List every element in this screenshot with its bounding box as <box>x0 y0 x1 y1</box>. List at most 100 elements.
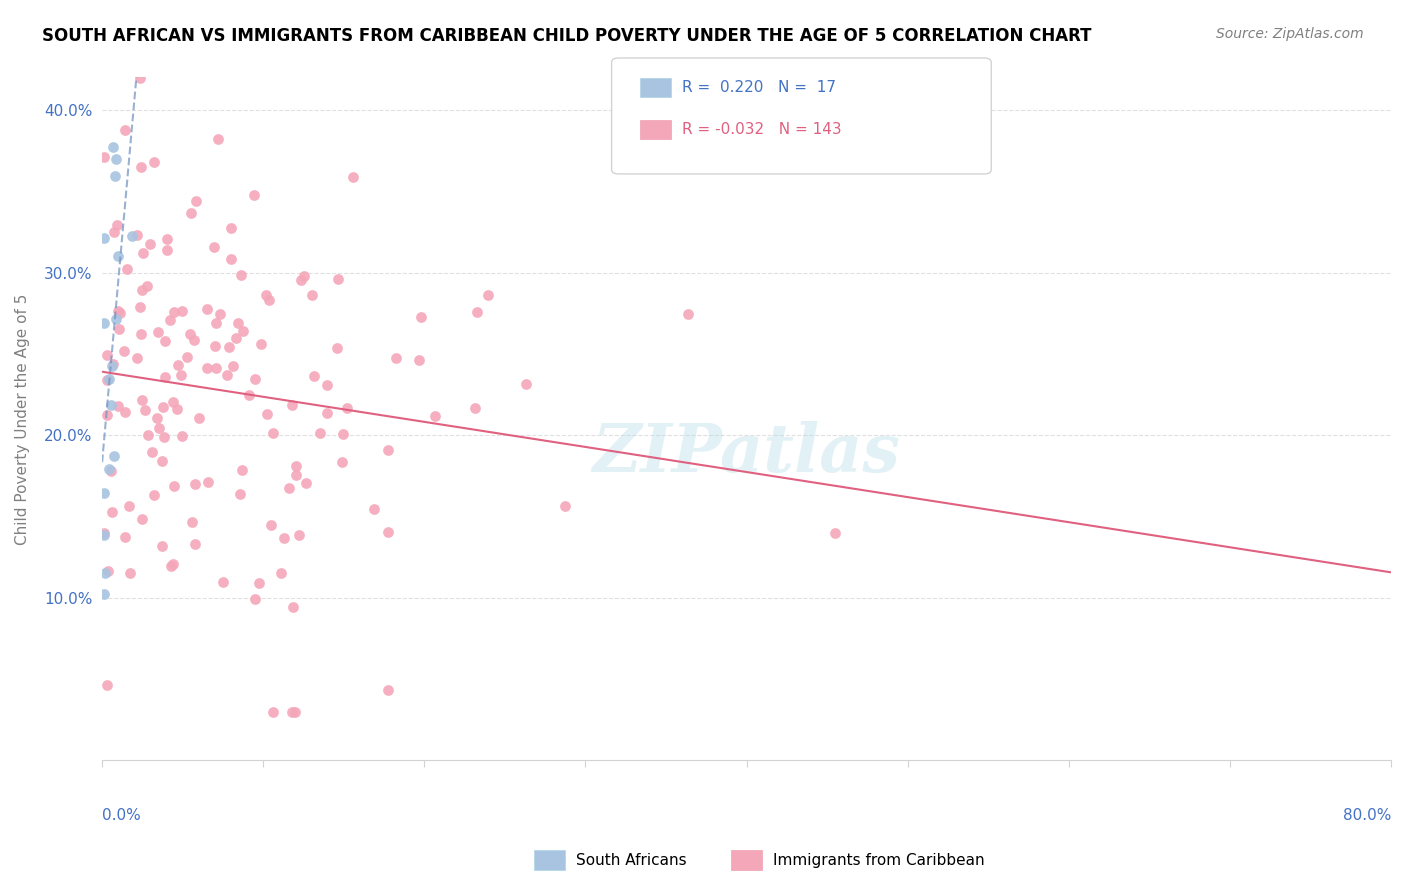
Point <box>179 326 201 341</box>
Point <box>231 463 253 477</box>
Point <box>281 398 304 412</box>
Point <box>202 240 225 254</box>
Text: Immigrants from Caribbean: Immigrants from Caribbean <box>773 854 986 868</box>
Point <box>152 539 174 553</box>
Point <box>411 310 433 324</box>
Point <box>110 306 132 320</box>
Point <box>107 399 129 413</box>
Point <box>145 410 167 425</box>
Point <box>114 123 136 137</box>
Point <box>127 351 149 365</box>
Point <box>247 575 270 590</box>
Point <box>97 461 120 475</box>
Point <box>363 502 385 516</box>
Point <box>152 400 174 414</box>
Point <box>142 488 165 502</box>
Point <box>330 455 353 469</box>
Point <box>336 401 359 415</box>
Point <box>270 566 292 581</box>
Point <box>377 442 399 457</box>
Text: 80.0%: 80.0% <box>1343 808 1391 823</box>
Point <box>170 429 193 443</box>
Point <box>162 305 184 319</box>
Point <box>232 324 254 338</box>
Point <box>162 557 184 571</box>
Point <box>96 678 118 692</box>
Point <box>183 333 205 347</box>
Point <box>326 272 349 286</box>
Point <box>221 359 243 373</box>
Point <box>170 368 193 382</box>
Point <box>134 403 156 417</box>
Point <box>153 369 176 384</box>
Point <box>101 359 124 373</box>
Text: 0.0%: 0.0% <box>103 808 141 823</box>
Point <box>290 273 312 287</box>
Point <box>141 445 163 459</box>
Point <box>180 516 202 530</box>
Point <box>107 321 129 335</box>
Point <box>208 307 231 321</box>
Point <box>93 526 115 541</box>
Point <box>464 401 486 415</box>
Point <box>131 511 153 525</box>
Point <box>114 404 136 418</box>
Point <box>342 170 364 185</box>
Point <box>131 283 153 297</box>
Text: SOUTH AFRICAN VS IMMIGRANTS FROM CARIBBEAN CHILD POVERTY UNDER THE AGE OF 5 CORR: SOUTH AFRICAN VS IMMIGRANTS FROM CARIBBE… <box>42 27 1091 45</box>
Point <box>477 288 499 302</box>
Point <box>229 486 252 500</box>
Point <box>254 288 277 302</box>
Point <box>96 348 118 362</box>
Point <box>103 449 125 463</box>
Point <box>152 430 174 444</box>
Point <box>96 408 118 422</box>
Point <box>465 304 488 318</box>
Text: South Africans: South Africans <box>576 854 688 868</box>
Point <box>280 705 302 719</box>
Point <box>114 530 136 544</box>
Point <box>166 401 188 416</box>
Point <box>229 268 252 282</box>
Point <box>184 476 207 491</box>
Point <box>332 426 354 441</box>
Point <box>100 398 122 412</box>
Point <box>170 304 193 318</box>
Point <box>153 334 176 348</box>
Point <box>125 228 148 243</box>
Point <box>135 278 157 293</box>
Point <box>285 458 308 473</box>
Point <box>129 160 152 174</box>
Point <box>283 705 305 719</box>
Point <box>159 313 181 327</box>
Point <box>148 421 170 435</box>
Point <box>187 411 209 425</box>
Point <box>515 377 537 392</box>
Point <box>180 206 202 220</box>
Point <box>423 409 446 423</box>
Point <box>103 225 125 239</box>
Point <box>121 228 143 243</box>
Point <box>197 475 219 490</box>
Point <box>107 304 129 318</box>
Point <box>316 406 339 420</box>
Point <box>301 287 323 301</box>
Point <box>93 150 115 164</box>
Point <box>93 231 115 245</box>
Point <box>302 368 325 383</box>
Point <box>245 592 267 607</box>
Point <box>103 140 125 154</box>
Point <box>160 559 183 574</box>
Point <box>215 368 238 383</box>
Point <box>150 454 173 468</box>
Point <box>118 500 141 514</box>
Point <box>156 231 179 245</box>
Point <box>207 132 229 146</box>
Point <box>256 407 278 421</box>
Point <box>288 528 311 542</box>
Point <box>129 327 152 342</box>
Point <box>294 475 316 490</box>
Point <box>166 358 188 372</box>
Point <box>105 218 128 232</box>
Point <box>93 587 115 601</box>
